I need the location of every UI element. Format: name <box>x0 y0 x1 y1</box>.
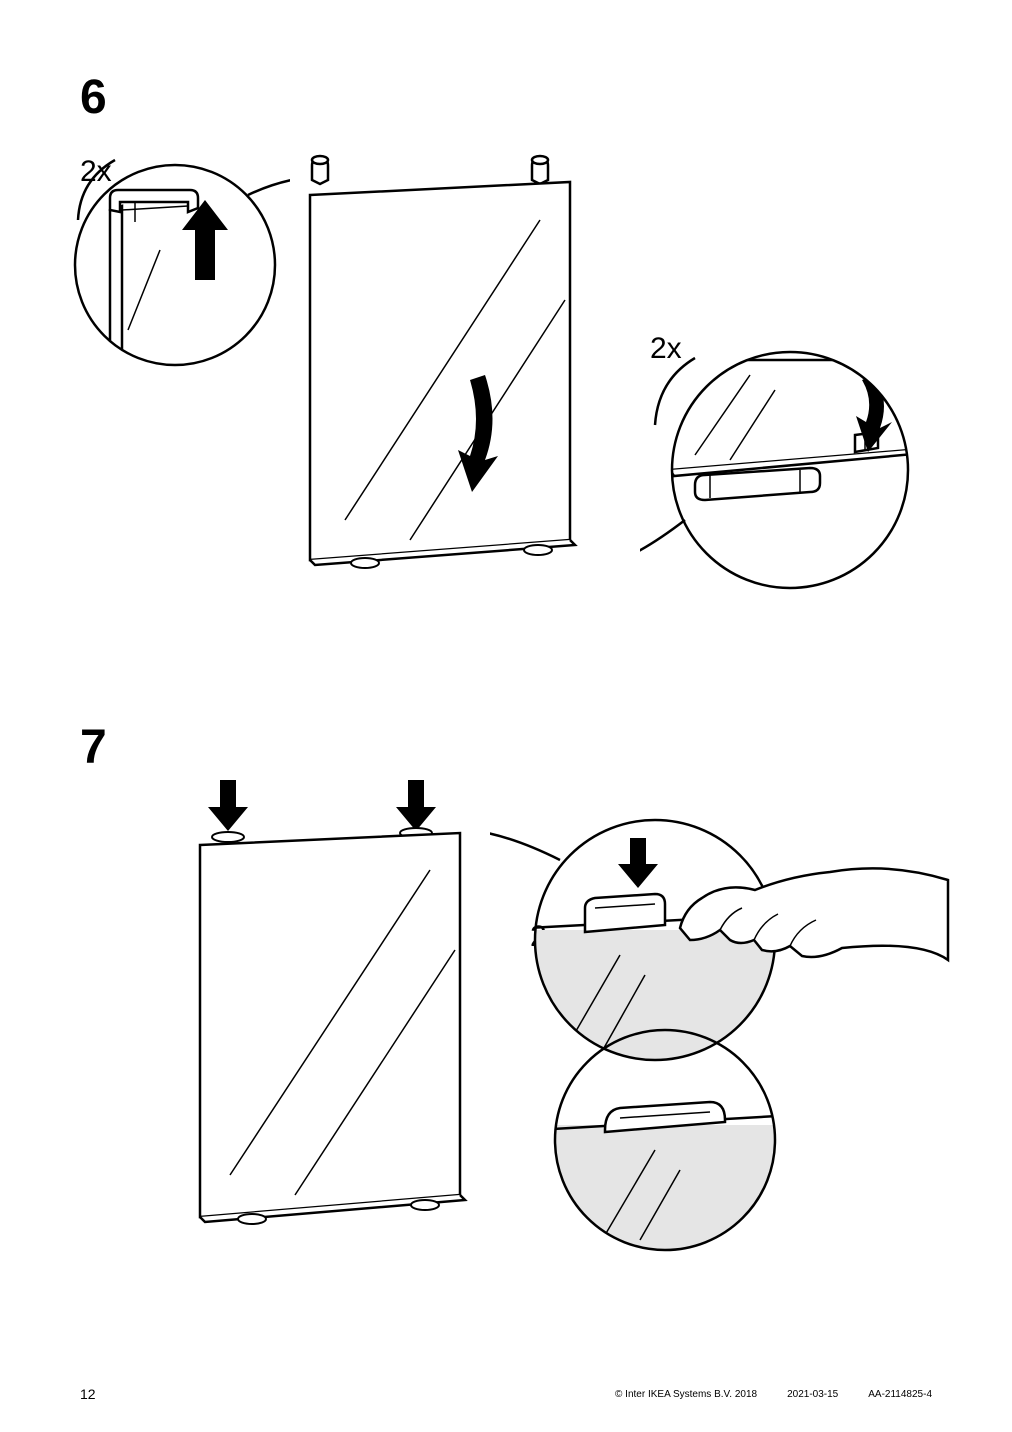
step-7-number: 7 <box>80 720 107 775</box>
page-footer: 12 © Inter IKEA Systems B.V. 2018 2021-0… <box>0 1386 1012 1402</box>
page-number: 12 <box>80 1386 96 1402</box>
step6-detail-left <box>60 150 290 380</box>
instruction-page: 6 2x 2x 7 2x <box>0 0 1012 1432</box>
step7-main-mirror <box>160 775 540 1275</box>
footer-doc-id: AA-2114825-4 <box>868 1389 932 1400</box>
step-6-number: 6 <box>80 70 107 125</box>
step6-main-mirror <box>270 140 670 620</box>
step7-detail-result <box>535 1010 795 1270</box>
footer-copyright: © Inter IKEA Systems B.V. 2018 <box>615 1389 757 1400</box>
step6-detail-right <box>640 320 940 600</box>
footer-date: 2021-03-15 <box>787 1389 838 1400</box>
